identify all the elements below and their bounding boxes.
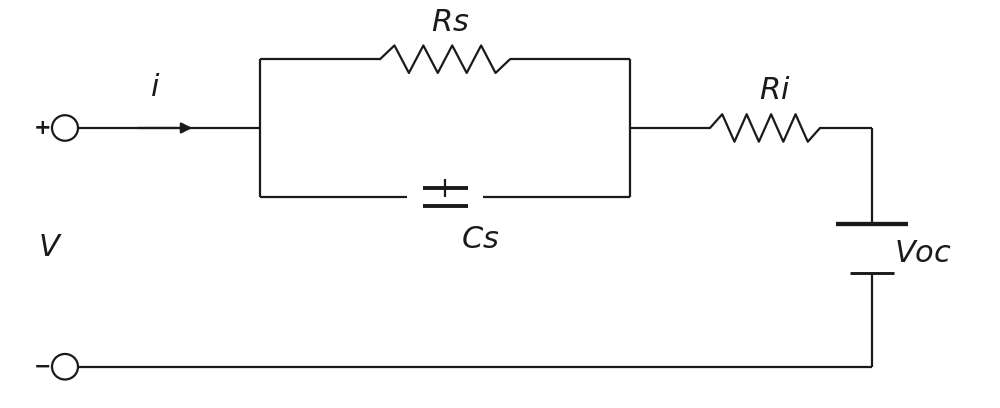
Text: $Rs$: $Rs$ [431, 7, 469, 38]
Text: −: − [34, 357, 52, 377]
Text: $Cs$: $Cs$ [461, 224, 499, 255]
Text: $V$: $V$ [38, 232, 62, 263]
Text: $i$: $i$ [150, 72, 160, 103]
Text: $Ri$: $Ri$ [759, 75, 791, 106]
Text: $Voc$: $Voc$ [894, 238, 952, 269]
Text: +: + [34, 118, 52, 138]
